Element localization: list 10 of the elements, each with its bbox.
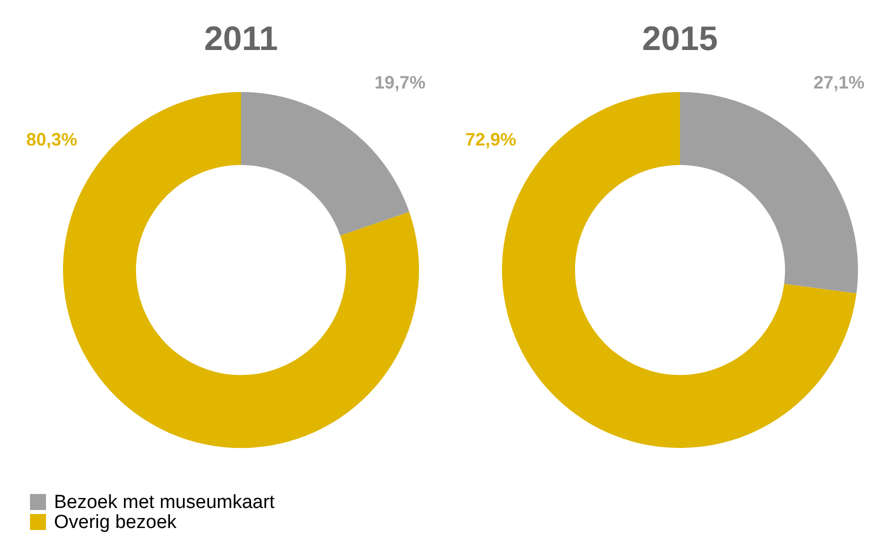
data-label: 19,7% xyxy=(374,72,426,92)
legend-label: Bezoek met museumkaart xyxy=(54,492,276,513)
legend-label: Overig bezoek xyxy=(54,512,178,533)
chart-title: 2015 xyxy=(642,20,718,58)
data-label: 72,9% xyxy=(465,129,516,150)
donut-slice xyxy=(680,92,858,294)
data-label: 27,1% xyxy=(814,72,865,92)
data-label: 80,3% xyxy=(26,129,78,150)
chart-title: 2011 xyxy=(204,20,278,58)
donut-slice xyxy=(241,92,410,236)
